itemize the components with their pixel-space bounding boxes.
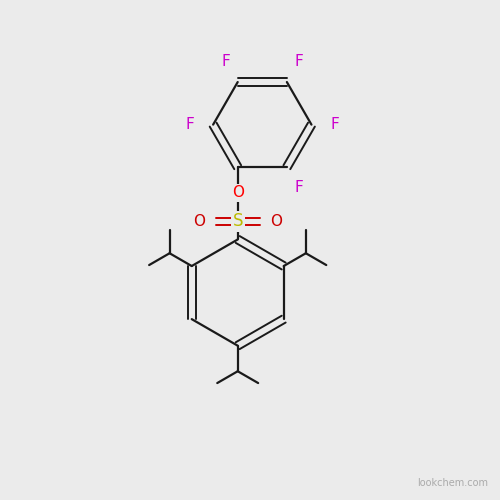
Text: F: F [294,180,303,195]
Text: lookchem.com: lookchem.com [418,478,488,488]
Text: F: F [185,117,194,132]
Text: F: F [294,54,303,69]
Text: F: F [330,117,340,132]
Text: O: O [194,214,205,229]
Text: S: S [232,212,243,230]
Text: O: O [232,186,243,200]
Text: F: F [222,54,230,69]
Text: O: O [270,214,282,229]
